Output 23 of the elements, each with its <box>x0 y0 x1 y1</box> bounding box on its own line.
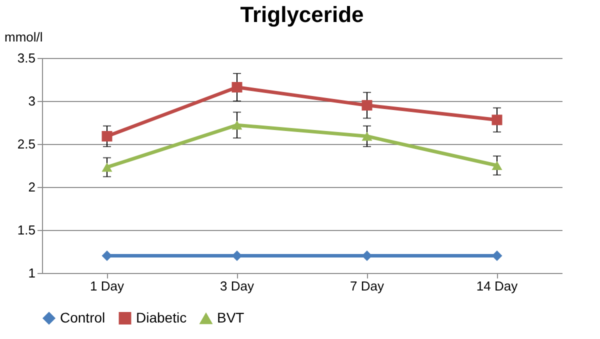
point <box>492 160 502 170</box>
point <box>102 131 112 142</box>
y-tick-label: 3 <box>28 94 36 108</box>
point <box>492 114 502 126</box>
x-tick-label: 3 Day <box>220 278 254 294</box>
point <box>362 100 372 111</box>
x-tick-label: 1 Day <box>90 278 124 294</box>
chart-title: Triglyceride <box>240 2 364 27</box>
x-tick-label: 7 Day <box>350 278 384 294</box>
point <box>232 82 242 92</box>
y-tick-label: 3.5 <box>17 50 36 66</box>
y-tick-label: 2.5 <box>17 136 36 152</box>
y-tick-label: 1.5 <box>17 222 36 238</box>
legend-label: BVT <box>217 310 245 326</box>
y-axis-title: mmol/l <box>4 30 43 44</box>
point <box>232 120 242 130</box>
point <box>362 132 372 141</box>
point <box>102 162 112 172</box>
x-tick-label: 14 Day <box>476 278 518 294</box>
y-tick-label: 1 <box>28 266 36 280</box>
legend-label: Control <box>60 309 106 326</box>
y-tick-label: 2 <box>28 180 36 194</box>
legend-label: Diabetic <box>136 309 187 326</box>
